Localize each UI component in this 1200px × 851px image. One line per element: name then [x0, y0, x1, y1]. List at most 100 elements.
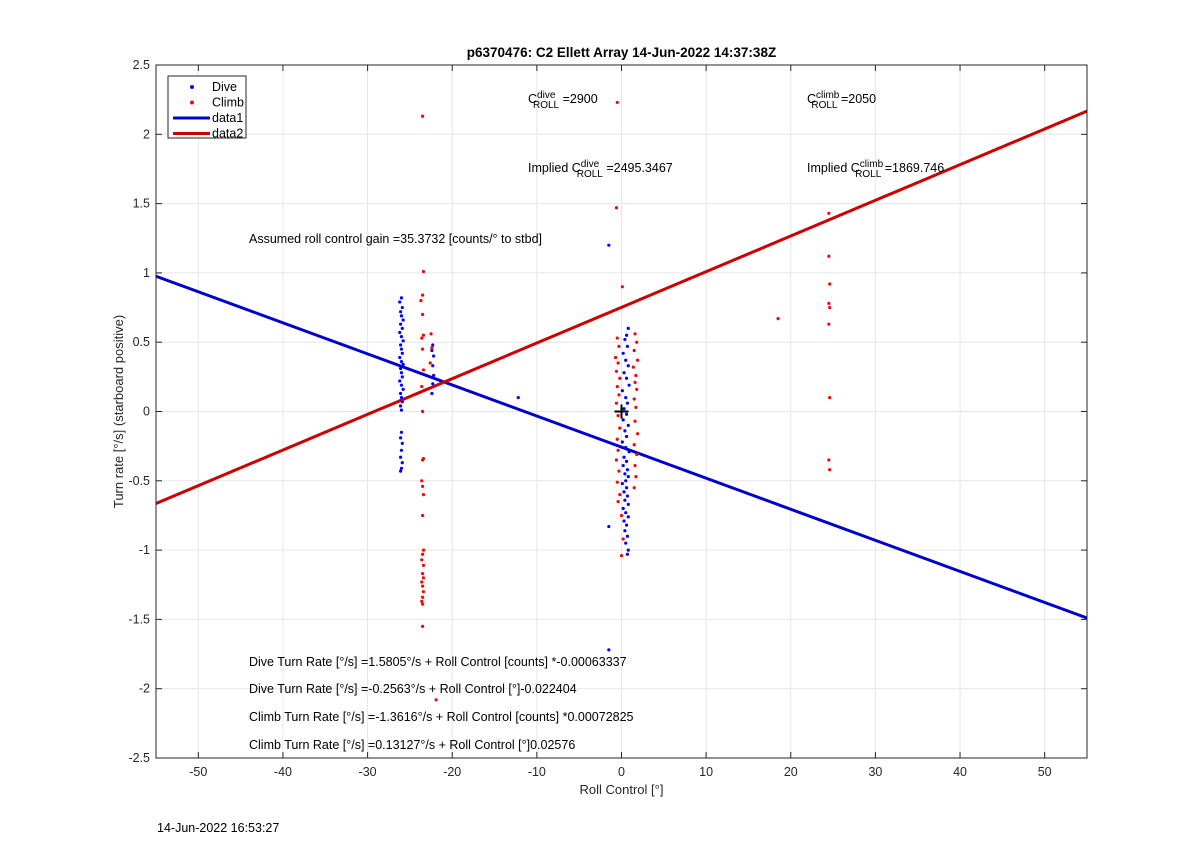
point-climb [419, 299, 423, 303]
point-dive [624, 479, 628, 483]
legend-label: Dive [212, 80, 237, 94]
point-climb [614, 369, 619, 373]
point-climb [633, 332, 637, 336]
point-climb [617, 393, 621, 397]
y-tick-label: -1 [139, 543, 150, 557]
y-tick-label: -2 [139, 682, 150, 696]
point-climb [421, 624, 425, 628]
point-climb [421, 114, 425, 118]
point-climb [430, 346, 434, 350]
point-dive [400, 351, 404, 355]
point-climb [633, 380, 637, 384]
point-dive [626, 515, 630, 519]
point-dive [620, 389, 624, 393]
point-dive [399, 430, 404, 434]
point-dive [622, 455, 626, 459]
point-dive [398, 355, 402, 360]
point-dive [624, 486, 629, 490]
point-dive [398, 322, 403, 326]
x-tick-label: -50 [189, 765, 207, 779]
point-climb [614, 458, 619, 462]
point-climb [421, 347, 425, 351]
point-dive [400, 305, 404, 310]
point-climb [615, 100, 619, 105]
point-climb [614, 401, 619, 405]
annotation-roll-gain: Assumed roll control gain =35.3732 [coun… [249, 232, 542, 246]
point-dive [401, 339, 405, 343]
point-climb [616, 361, 620, 365]
annotation-c-roll-dive: Cdive ROLL =2900 [528, 90, 598, 111]
point-dive [623, 429, 627, 433]
point-dive [624, 523, 629, 527]
point-climb [634, 475, 638, 479]
point-climb [420, 558, 424, 562]
point-dive [398, 366, 403, 371]
point-climb [620, 285, 624, 289]
x-tick-label: 0 [618, 765, 625, 779]
point-dive [399, 448, 404, 452]
point-dive [431, 364, 435, 368]
point-climb [633, 463, 637, 468]
chart-title: p6370476: C2 Ellett Array 14-Jun-2022 14… [467, 45, 776, 60]
axis-ticks: -50 -40 -30 -20 -10 0 10 20 30 40 50 2.5 2 1.5 1 0.5 0 -0… [128, 58, 1087, 779]
point-climb [616, 414, 620, 418]
point-dive [626, 326, 630, 330]
point-climb [429, 332, 433, 336]
fit-line-data2 [155, 109, 1088, 505]
point-dive [400, 375, 404, 379]
point-climb [614, 206, 619, 210]
point-dive [430, 391, 434, 396]
crosshair-marker [614, 404, 629, 419]
point-climb [421, 409, 425, 414]
point-climb [421, 590, 426, 594]
point-dive [430, 348, 434, 353]
sub-ann-impl-dive: ROLL [577, 169, 604, 180]
point-climb [635, 432, 640, 436]
point-dive [398, 310, 403, 314]
point-dive [398, 391, 403, 396]
point-dive [400, 400, 404, 404]
point-dive [399, 347, 404, 351]
x-tick-label: -20 [443, 765, 461, 779]
point-climb [635, 358, 640, 362]
x-tick-label: 30 [868, 765, 882, 779]
point-dive [626, 475, 630, 479]
point-climb [634, 405, 638, 409]
point-climb [635, 340, 639, 344]
point-climb [632, 443, 636, 447]
val-ann-c-climb: =2050 [838, 92, 877, 106]
x-tick-label: 50 [1038, 765, 1052, 779]
point-climb [618, 376, 622, 380]
point-dive [401, 387, 405, 391]
point-dive [399, 296, 404, 300]
point-climb [828, 282, 832, 286]
x-tick-label: -40 [274, 765, 292, 779]
point-climb [635, 387, 639, 391]
point-climb [615, 480, 619, 484]
footer-timestamp: 14-Jun-2022 16:53:27 [157, 821, 279, 835]
point-climb [420, 479, 424, 483]
point-climb [619, 554, 624, 558]
point-dive [626, 423, 630, 427]
point-dive [431, 382, 435, 386]
point-dive [625, 534, 630, 538]
point-climb [633, 419, 637, 423]
point-climb [420, 580, 424, 584]
point-dive [516, 396, 520, 400]
point-climb [421, 368, 426, 372]
point-dive [622, 407, 626, 411]
legend-label: data2 [212, 127, 243, 141]
point-dive [607, 524, 611, 529]
x-tick-label: -30 [359, 765, 377, 779]
point-climb [635, 452, 639, 457]
point-climb [828, 396, 832, 400]
point-climb [421, 548, 426, 552]
y-tick-label: 1 [143, 266, 150, 280]
point-dive [400, 461, 404, 465]
point-climb [421, 595, 425, 599]
point-climb [827, 322, 831, 326]
legend-marker-climb [190, 100, 194, 105]
point-dive [624, 412, 629, 416]
annotation-climb-eq-counts: Climb Turn Rate [°/s] =-1.3616°/s + Roll… [249, 710, 634, 724]
point-dive [400, 326, 404, 330]
